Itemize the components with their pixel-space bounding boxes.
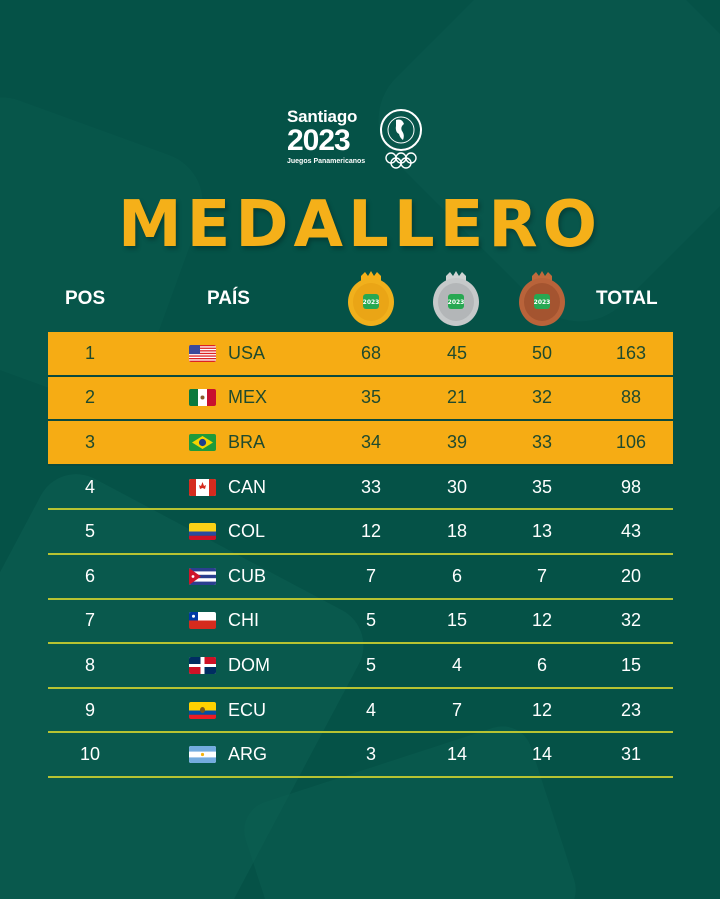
silver-count: 21 bbox=[446, 387, 468, 408]
total-count: 43 bbox=[620, 521, 642, 542]
position: 1 bbox=[84, 342, 95, 363]
position: 6 bbox=[84, 565, 95, 586]
table-row: 4 CAN 33 30 35 98 bbox=[48, 466, 673, 511]
total-count: 106 bbox=[615, 431, 647, 452]
usa-flag-icon bbox=[189, 344, 216, 362]
total-count: 23 bbox=[620, 699, 642, 720]
position: 10 bbox=[79, 744, 101, 765]
table-row: 7 CHI 5 15 12 32 bbox=[48, 600, 673, 645]
position: 2 bbox=[84, 387, 95, 408]
gold-count: 12 bbox=[360, 521, 382, 542]
total-count: 98 bbox=[620, 476, 642, 497]
gold-count: 34 bbox=[360, 431, 382, 452]
bronze-medal-icon: 2023 bbox=[517, 270, 567, 326]
country-code: CAN bbox=[228, 476, 267, 497]
gold-count: 4 bbox=[365, 699, 376, 720]
svg-text:2023: 2023 bbox=[363, 299, 380, 306]
table-row: 2 MEX 35 21 32 88 bbox=[48, 376, 673, 422]
table-row: 3 BRA 34 39 33 106 bbox=[48, 421, 673, 466]
table-row: 8 DOM 5 4 6 15 bbox=[48, 644, 673, 689]
event-logo: Santiago 2023 Juegos Panamericanos bbox=[287, 108, 423, 172]
table-row: 1 USA 68 45 50 163 bbox=[48, 332, 673, 377]
dom-flag-icon bbox=[189, 656, 216, 674]
position: 4 bbox=[84, 476, 95, 497]
country-code: CUB bbox=[228, 565, 267, 586]
country-code: USA bbox=[228, 342, 266, 363]
gold-count: 68 bbox=[360, 342, 382, 363]
silver-count: 18 bbox=[446, 521, 468, 542]
silver-medal-icon: 2023 bbox=[431, 270, 481, 326]
silver-count: 4 bbox=[451, 654, 462, 675]
gold-count: 3 bbox=[365, 744, 376, 765]
bronze-count: 35 bbox=[531, 476, 553, 497]
total-count: 31 bbox=[620, 744, 642, 765]
event-year: 2023 bbox=[287, 124, 351, 157]
position: 8 bbox=[84, 654, 95, 675]
bra-flag-icon bbox=[189, 433, 216, 451]
country-code: DOM bbox=[228, 654, 270, 675]
table-row: 9 ECU 4 7 12 23 bbox=[48, 689, 673, 734]
svg-text:2023: 2023 bbox=[534, 299, 551, 306]
table-header: POS PAÍS 2023 2023 2023 TOTAL bbox=[48, 270, 673, 326]
event-city: Santiago bbox=[287, 107, 358, 126]
total-count: 163 bbox=[615, 342, 647, 363]
bronze-count: 33 bbox=[531, 431, 553, 452]
silver-count: 45 bbox=[446, 342, 468, 363]
mex-flag-icon bbox=[189, 389, 216, 407]
svg-text:2023: 2023 bbox=[448, 299, 465, 306]
table-row: 6 CUB 7 6 7 20 bbox=[48, 555, 673, 600]
page-title: MEDALLERO bbox=[117, 188, 603, 262]
country-code: CHI bbox=[228, 610, 259, 631]
country-code: ECU bbox=[228, 699, 267, 720]
total-count: 88 bbox=[620, 387, 642, 408]
gold-count: 33 bbox=[360, 476, 382, 497]
bronze-count: 12 bbox=[531, 610, 553, 631]
silver-count: 15 bbox=[446, 610, 468, 631]
medal-table: 1 USA 68 45 50 163 2 MEX 35 21 32 88 3 B… bbox=[48, 332, 673, 778]
bronze-count: 32 bbox=[531, 387, 553, 408]
gold-count: 35 bbox=[360, 387, 382, 408]
chi-flag-icon bbox=[189, 612, 216, 630]
column-header-country: PAÍS bbox=[207, 288, 250, 309]
total-count: 20 bbox=[620, 565, 642, 586]
col-flag-icon bbox=[189, 523, 216, 541]
country-code: BRA bbox=[228, 431, 266, 452]
position: 9 bbox=[84, 699, 95, 720]
total-count: 15 bbox=[620, 654, 642, 675]
table-row: 5 COL 12 18 13 43 bbox=[48, 510, 673, 555]
bronze-count: 14 bbox=[531, 744, 553, 765]
silver-count: 39 bbox=[446, 431, 468, 452]
country-code: MEX bbox=[228, 387, 268, 408]
cub-flag-icon bbox=[189, 567, 216, 585]
total-count: 32 bbox=[620, 610, 642, 631]
country-code: ARG bbox=[228, 744, 268, 765]
bronze-count: 12 bbox=[531, 699, 553, 720]
silver-count: 7 bbox=[451, 699, 462, 720]
panam-sports-emblem-icon bbox=[379, 108, 423, 172]
bronze-count: 6 bbox=[536, 654, 547, 675]
column-header-pos: POS bbox=[65, 288, 106, 309]
position: 5 bbox=[84, 521, 95, 542]
country-code: COL bbox=[228, 521, 266, 542]
bronze-count: 7 bbox=[536, 565, 547, 586]
bronze-count: 50 bbox=[531, 342, 553, 363]
table-row: 10 ARG 3 14 14 31 bbox=[48, 733, 673, 778]
arg-flag-icon bbox=[189, 746, 216, 764]
can-flag-icon bbox=[189, 478, 216, 496]
event-subtitle: Juegos Panamericanos bbox=[287, 158, 366, 165]
column-header-total: TOTAL bbox=[596, 288, 658, 309]
bronze-count: 13 bbox=[531, 521, 553, 542]
gold-medal-icon: 2023 bbox=[346, 270, 396, 326]
silver-count: 14 bbox=[446, 744, 468, 765]
silver-count: 6 bbox=[451, 565, 462, 586]
ecu-flag-icon bbox=[189, 701, 216, 719]
position: 7 bbox=[84, 610, 95, 631]
position: 3 bbox=[84, 431, 95, 452]
gold-count: 5 bbox=[365, 654, 376, 675]
silver-count: 30 bbox=[446, 476, 468, 497]
gold-count: 5 bbox=[365, 610, 376, 631]
gold-count: 7 bbox=[365, 565, 376, 586]
